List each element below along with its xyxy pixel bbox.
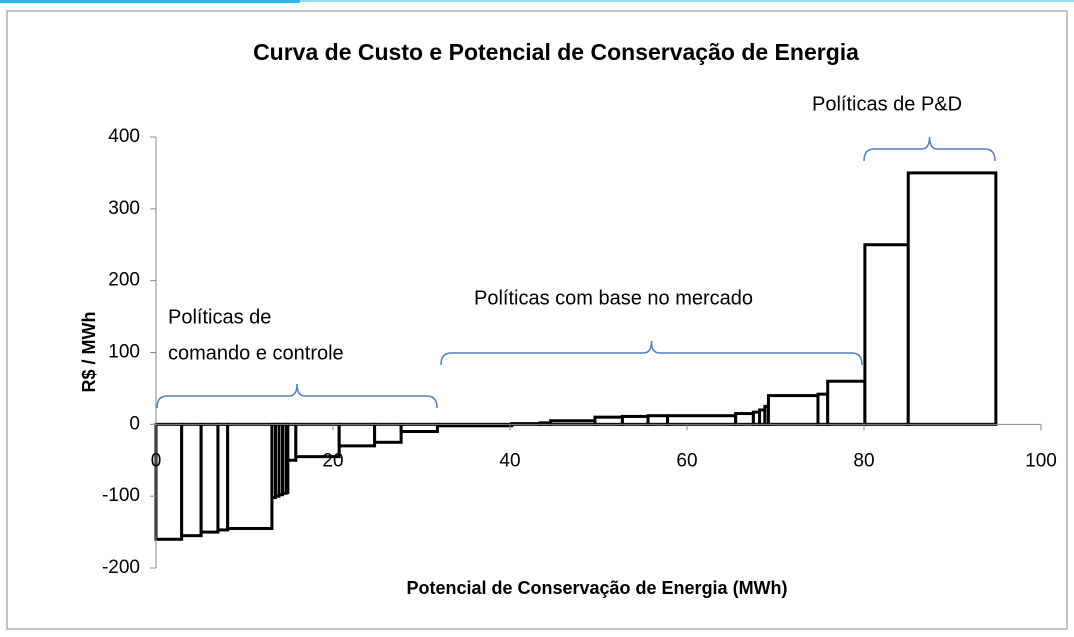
- brace: [156, 383, 438, 409]
- x-tick-label: 100: [1025, 450, 1057, 471]
- bar: [666, 414, 738, 426]
- bar: [826, 379, 867, 426]
- x-tick-label: 20: [322, 450, 343, 471]
- annotation: Políticas de: [168, 306, 271, 328]
- top-accent: [0, 0, 300, 3]
- y-tick-label: 400: [108, 126, 140, 147]
- bar: [373, 422, 403, 444]
- bar: [199, 422, 220, 534]
- y-tick-label: -100: [102, 485, 140, 506]
- brace: [863, 136, 996, 162]
- chart-title: Curva de Custo e Potencial de Conservaçã…: [253, 39, 859, 65]
- bar: [734, 412, 755, 426]
- x-axis-label: Potencial de Conservação de Energia (MWh…: [406, 578, 787, 598]
- y-tick-label: 200: [108, 270, 140, 291]
- y-tick-label: 100: [108, 342, 140, 363]
- x-tick-label: 80: [853, 450, 874, 471]
- x-tick-label: 40: [499, 450, 520, 471]
- x-tick-label: 60: [676, 450, 697, 471]
- y-tick-label: 0: [129, 413, 140, 434]
- y-axis-label: R$ / MWh: [79, 312, 99, 393]
- annotation: Políticas de P&D: [812, 93, 962, 115]
- bar: [226, 422, 274, 530]
- annotation: Políticas com base no mercado: [474, 287, 753, 309]
- bar: [906, 171, 998, 426]
- chart-frame: [6, 10, 1068, 630]
- bar: [766, 394, 820, 426]
- bar: [399, 422, 439, 434]
- bar: [646, 414, 670, 426]
- bar: [549, 419, 597, 426]
- bar: [154, 422, 184, 541]
- bar: [337, 422, 377, 448]
- bar: [863, 243, 910, 426]
- bar: [593, 415, 624, 426]
- y-tick-label: -200: [102, 557, 140, 578]
- brace: [440, 340, 863, 366]
- bar: [180, 422, 203, 538]
- x-tick-label: 0: [151, 450, 162, 471]
- y-tick-label: 300: [108, 198, 140, 219]
- bar: [620, 414, 650, 426]
- annotation: comando e controle: [168, 342, 344, 364]
